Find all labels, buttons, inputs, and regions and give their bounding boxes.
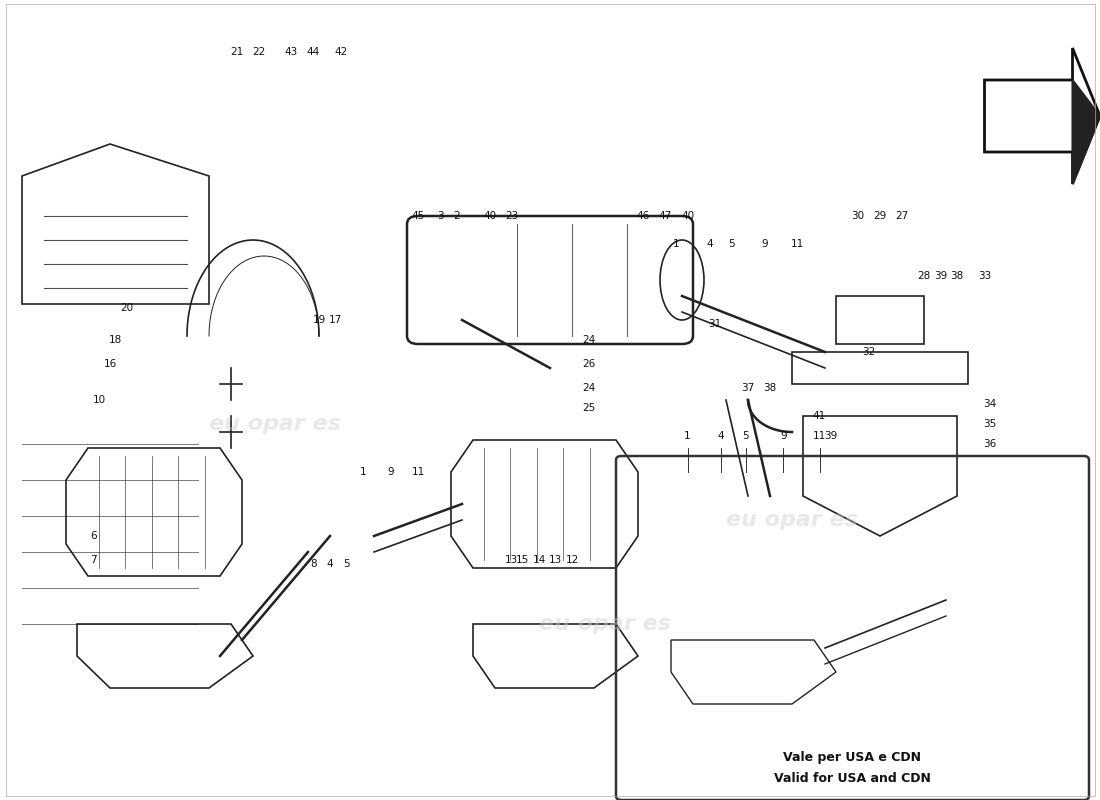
- Text: eu opar es: eu opar es: [726, 510, 858, 530]
- Text: 46: 46: [637, 211, 650, 221]
- Text: 40: 40: [483, 211, 496, 221]
- Polygon shape: [1072, 80, 1100, 184]
- Text: 19: 19: [312, 315, 326, 325]
- Text: 33: 33: [978, 271, 991, 281]
- Text: 30: 30: [851, 211, 865, 221]
- Text: 23: 23: [505, 211, 518, 221]
- Text: 26: 26: [582, 359, 595, 369]
- Text: 24: 24: [582, 383, 595, 393]
- Text: 6: 6: [90, 531, 97, 541]
- Text: 3: 3: [437, 211, 443, 221]
- Text: 21: 21: [230, 47, 243, 57]
- Text: 42: 42: [334, 47, 348, 57]
- Text: 5: 5: [728, 239, 735, 249]
- Text: 38: 38: [950, 271, 964, 281]
- Text: 16: 16: [103, 359, 117, 369]
- Text: 25: 25: [582, 403, 595, 413]
- Text: 27: 27: [895, 211, 909, 221]
- Text: 34: 34: [983, 399, 997, 409]
- Text: 22: 22: [252, 47, 265, 57]
- Text: 47: 47: [659, 211, 672, 221]
- Text: 10: 10: [92, 395, 106, 405]
- Text: 44: 44: [307, 47, 320, 57]
- Text: 39: 39: [824, 431, 837, 441]
- Text: 5: 5: [742, 431, 749, 441]
- Text: 14: 14: [532, 555, 546, 565]
- Text: 8: 8: [310, 559, 317, 569]
- Text: 43: 43: [285, 47, 298, 57]
- Text: 11: 11: [791, 239, 804, 249]
- Text: 41: 41: [813, 411, 826, 421]
- Text: 1: 1: [684, 431, 691, 441]
- Text: 11: 11: [411, 467, 425, 477]
- Text: 5: 5: [343, 559, 350, 569]
- Text: 35: 35: [983, 419, 997, 429]
- Text: 17: 17: [329, 315, 342, 325]
- Text: Vale per USA e CDN: Vale per USA e CDN: [783, 751, 922, 764]
- Text: 45: 45: [411, 211, 425, 221]
- Text: 29: 29: [873, 211, 887, 221]
- Text: 13: 13: [505, 555, 518, 565]
- Text: 11: 11: [813, 431, 826, 441]
- Text: Valid for USA and CDN: Valid for USA and CDN: [774, 772, 931, 785]
- Text: 39: 39: [934, 271, 947, 281]
- Text: 37: 37: [741, 383, 755, 393]
- Text: 9: 9: [761, 239, 768, 249]
- Text: 36: 36: [983, 439, 997, 449]
- Text: 28: 28: [917, 271, 931, 281]
- Text: 18: 18: [109, 335, 122, 345]
- Text: eu opar es: eu opar es: [209, 414, 341, 434]
- Text: 9: 9: [780, 431, 786, 441]
- Text: 12: 12: [565, 555, 579, 565]
- Text: 38: 38: [763, 383, 777, 393]
- Text: 1: 1: [673, 239, 680, 249]
- Text: 4: 4: [327, 559, 333, 569]
- Text: eu opar es: eu opar es: [539, 614, 671, 634]
- Text: 32: 32: [862, 347, 876, 357]
- Text: 40: 40: [681, 211, 694, 221]
- Text: 15: 15: [516, 555, 529, 565]
- Text: 24: 24: [582, 335, 595, 345]
- Text: 13: 13: [549, 555, 562, 565]
- Bar: [836, 296, 924, 344]
- Text: 1: 1: [360, 467, 366, 477]
- Text: 20: 20: [120, 303, 133, 313]
- Text: 4: 4: [717, 431, 724, 441]
- Text: 7: 7: [90, 555, 97, 565]
- Text: 9: 9: [387, 467, 394, 477]
- Text: 2: 2: [453, 211, 460, 221]
- Text: 31: 31: [708, 319, 722, 329]
- Text: 4: 4: [706, 239, 713, 249]
